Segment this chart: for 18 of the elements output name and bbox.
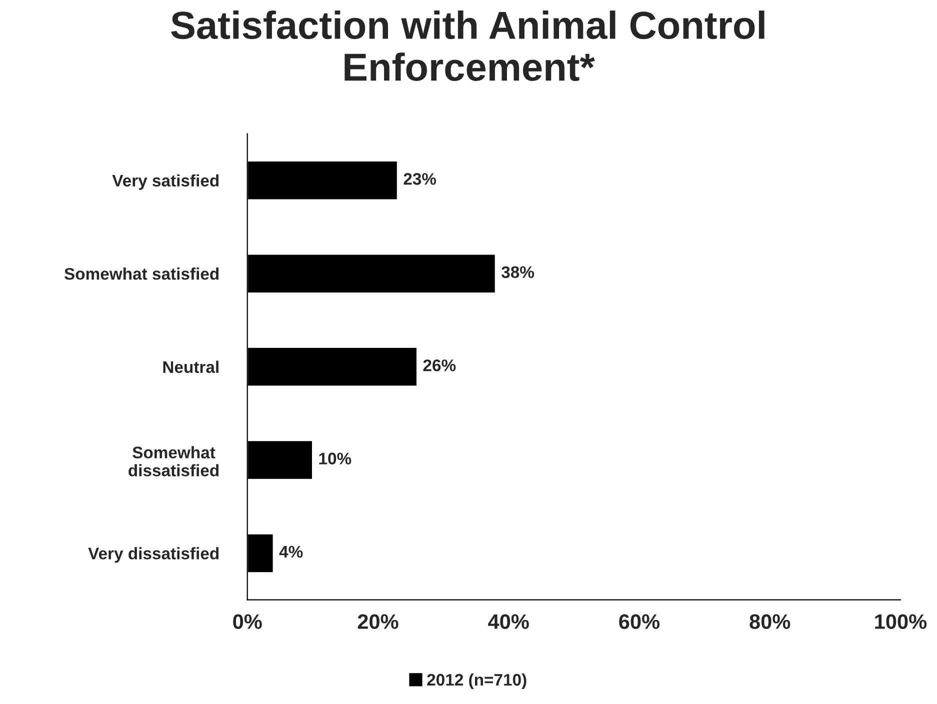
chart-title: Satisfaction with Animal Control Enforcement* (171, 10, 764, 82)
data-label: 4% (279, 546, 303, 558)
data-label: 10% (319, 452, 352, 464)
data-label: 23% (404, 173, 436, 185)
data-label: 26% (423, 359, 456, 372)
data-label: 38% (501, 266, 534, 278)
y-tick-label: Very dissatisfied (88, 547, 219, 563)
x-tick-label: 40% (488, 614, 529, 629)
x-tick-label: 100% (875, 614, 927, 629)
y-tick-label: Somewhat satisfied (64, 268, 219, 280)
x-tick-label: 80% (750, 614, 790, 629)
y-tick-label: Very satisfied (112, 174, 218, 190)
legend-label: 2012 (n=710) (427, 673, 526, 689)
x-tick-label: 0% (233, 614, 262, 629)
x-tick-label: 20% (358, 614, 398, 629)
y-tick-label: Somewhat dissatisfied (128, 446, 218, 476)
y-tick-label: Neutral (163, 360, 218, 373)
x-tick-label: 60% (619, 614, 660, 629)
